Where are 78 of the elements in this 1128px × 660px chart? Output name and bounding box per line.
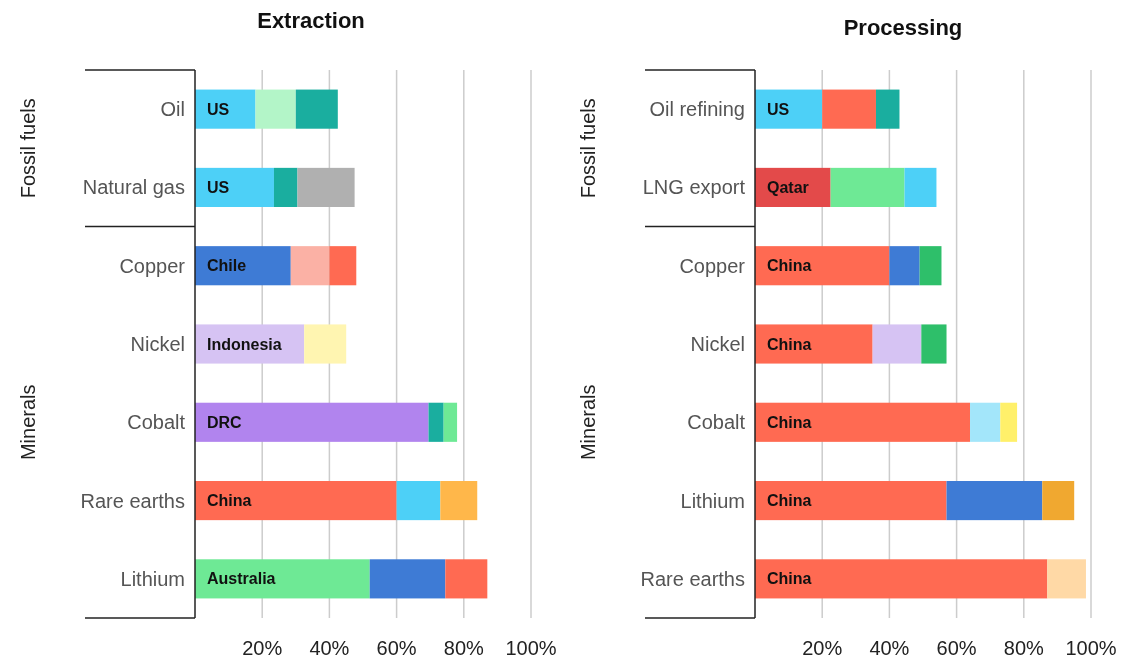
- bar: [1047, 559, 1086, 599]
- bar: [443, 402, 458, 442]
- data-label: China: [767, 492, 812, 510]
- bar: [195, 559, 370, 599]
- data-label: Chile: [207, 257, 247, 275]
- y-tick-label: Rare earths: [640, 567, 745, 590]
- data-label: US: [207, 179, 230, 197]
- bar: [970, 402, 1001, 442]
- bar: [755, 481, 947, 521]
- bar: [195, 89, 256, 129]
- y-tick-label: Oil: [160, 98, 185, 121]
- x-tick-label: 40%: [869, 637, 910, 659]
- data-label: US: [207, 100, 230, 118]
- bar: [919, 246, 942, 286]
- y-tick-label: Cobalt: [127, 411, 186, 434]
- data-label: China: [767, 413, 812, 431]
- text: Minerals: [577, 384, 599, 461]
- x-tick-label: 20%: [802, 637, 843, 659]
- bar: [195, 246, 291, 286]
- x-tick-label: 100%: [1065, 637, 1117, 659]
- bar: [440, 481, 478, 521]
- bar: [830, 167, 905, 207]
- bar: [445, 559, 488, 599]
- bar: [369, 559, 446, 599]
- text: Fossil fuels: [577, 98, 599, 199]
- bar: [195, 167, 274, 207]
- x-tick-label: 100%: [505, 637, 557, 659]
- data-label: Qatar: [767, 179, 809, 197]
- text: Minerals: [17, 384, 39, 461]
- y-tick-label: Natural gas: [82, 176, 185, 199]
- bar: [329, 246, 357, 286]
- y-tick-label: Lithium: [120, 567, 185, 590]
- data-label: China: [767, 570, 812, 588]
- data-label: Australia: [207, 570, 276, 588]
- bar: [428, 402, 444, 442]
- data-label: China: [767, 257, 812, 275]
- data-label: China: [767, 335, 812, 353]
- chart-title: Extraction: [257, 8, 365, 33]
- y-tick-label: Nickel: [690, 333, 745, 355]
- text: Fossil fuels: [17, 98, 39, 199]
- y-tick-label: Copper: [679, 254, 746, 277]
- data-label: US: [767, 100, 790, 118]
- y-tick-label: LNG export: [642, 176, 746, 199]
- x-tick-label: 60%: [376, 637, 417, 659]
- bar: [755, 402, 971, 442]
- y-tick-label: Rare earths: [80, 489, 185, 512]
- bar: [755, 246, 890, 286]
- bar: [755, 89, 823, 129]
- y-tick-label: Copper: [119, 254, 186, 277]
- bar: [946, 481, 1043, 521]
- bar: [273, 167, 298, 207]
- bar: [875, 89, 900, 129]
- y-tick-label: Cobalt: [687, 411, 746, 434]
- bar: [904, 167, 937, 207]
- x-tick-label: 80%: [443, 637, 485, 659]
- data-label: China: [207, 492, 252, 510]
- y-tick-label: Oil refining: [649, 98, 745, 121]
- bar: [889, 246, 920, 286]
- data-label: DRC: [207, 413, 243, 431]
- x-tick-label: 40%: [309, 637, 350, 659]
- bar: [755, 324, 873, 364]
- bar: [1000, 402, 1018, 442]
- bar: [195, 402, 429, 442]
- bar: [921, 324, 947, 364]
- x-tick-label: 60%: [936, 637, 977, 659]
- chart-title: Processing: [843, 15, 963, 40]
- bar: [872, 324, 922, 364]
- bar: [290, 246, 330, 286]
- y-tick-label: Lithium: [680, 489, 745, 512]
- bar: [255, 89, 296, 129]
- bar: [304, 324, 347, 364]
- x-tick-label: 80%: [1003, 637, 1045, 659]
- data-label: Indonesia: [207, 335, 282, 353]
- bar: [755, 559, 1048, 599]
- y-tick-label: Nickel: [130, 333, 185, 355]
- x-tick-label: 20%: [242, 637, 283, 659]
- bar: [297, 167, 355, 207]
- bar: [1042, 481, 1075, 521]
